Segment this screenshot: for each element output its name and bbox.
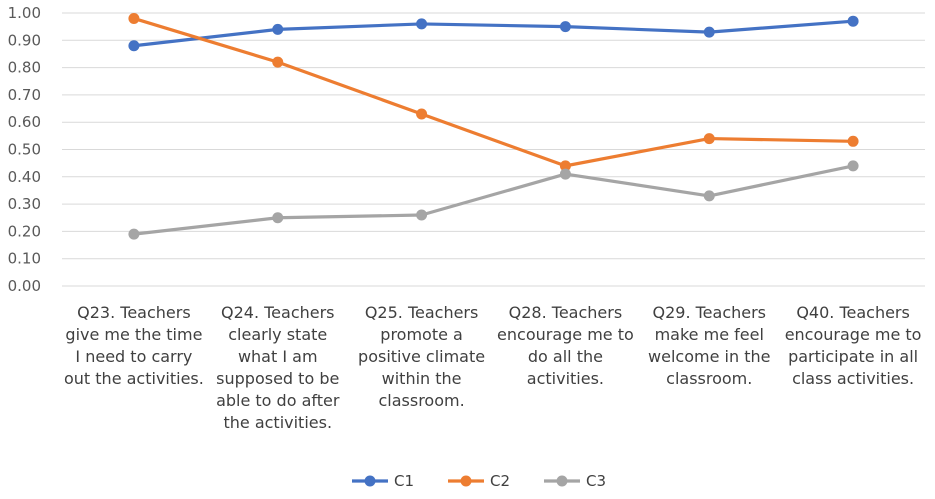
legend-item: C3 xyxy=(544,472,606,490)
legend-marker xyxy=(460,475,472,487)
data-point xyxy=(272,56,284,68)
x-tick-label-line: encourage me to xyxy=(785,325,922,344)
data-point xyxy=(272,23,284,35)
x-tick-label-line: Q24. Teachers xyxy=(221,303,335,322)
x-tick-label-line: Q29. Teachers xyxy=(652,303,766,322)
x-tick-label-line: within the xyxy=(382,369,462,388)
y-tick-label: 0.10 xyxy=(8,250,41,268)
y-tick-label: 0.40 xyxy=(8,168,41,186)
x-tick-label-line: welcome in the xyxy=(648,347,770,366)
x-tick-label-line: the activities. xyxy=(223,413,332,432)
legend-marker xyxy=(364,475,376,487)
x-tick-label-line: what I am xyxy=(238,347,318,366)
series-c2 xyxy=(128,12,859,172)
x-tick-label-line: Q28. Teachers xyxy=(509,303,623,322)
legend-label: C1 xyxy=(394,472,414,490)
y-tick-label: 0.00 xyxy=(8,277,41,295)
series-line xyxy=(132,19,855,48)
y-tick-label: 0.50 xyxy=(8,141,41,159)
x-tick-label-line: do all the xyxy=(528,347,603,366)
x-tick-label: Q25. Teachers promote a positive climate wi… xyxy=(358,303,485,410)
gridlines xyxy=(62,12,925,287)
x-tick-label: Q23. Teachers give me the time I need to c… xyxy=(64,303,204,388)
x-tick-label-line: Q25. Teachers xyxy=(365,303,479,322)
data-point xyxy=(703,190,715,202)
series-lines xyxy=(128,12,859,240)
data-point xyxy=(847,135,859,147)
data-point xyxy=(703,26,715,38)
y-tick-label: 0.70 xyxy=(8,86,41,104)
x-tick-label-line: positive climate xyxy=(358,347,485,366)
x-tick-label-line: give me the time xyxy=(65,325,202,344)
legend-marker xyxy=(556,475,568,487)
legend-item: C1 xyxy=(352,472,414,490)
x-tick-label: Q40. Teachers encourage me to participate … xyxy=(785,303,922,388)
x-tick-label-line: encourage me to xyxy=(497,325,634,344)
x-tick-label-line: clearly state xyxy=(228,325,327,344)
data-point xyxy=(128,228,140,240)
data-point xyxy=(847,15,859,27)
x-tick-label-line: able to do after xyxy=(216,391,340,410)
series-line xyxy=(132,16,855,168)
x-tick-label-line: classroom. xyxy=(378,391,464,410)
legend: C1 C2 C3 xyxy=(352,472,606,490)
x-tick-label-line: promote a xyxy=(380,325,463,344)
y-tick-label: 0.80 xyxy=(8,59,41,77)
data-point xyxy=(272,212,284,224)
data-point xyxy=(559,160,571,172)
x-tick-label: Q28. Teachers encourage me to do all the ac… xyxy=(497,303,634,388)
data-point xyxy=(847,160,859,172)
y-tick-label: 1.00 xyxy=(8,4,41,22)
x-tick-label: Q29. Teachers make me feel welcome in the c… xyxy=(648,303,770,388)
y-tick-label: 0.20 xyxy=(8,222,41,240)
series-c1 xyxy=(128,15,859,52)
x-tick-label-line: participate in all xyxy=(788,347,918,366)
y-tick-label: 0.90 xyxy=(8,31,41,49)
data-point xyxy=(559,168,571,180)
legend-label: C2 xyxy=(490,472,510,490)
data-point xyxy=(703,133,715,145)
legend-item: C2 xyxy=(448,472,510,490)
x-tick-label-line: Q40. Teachers xyxy=(796,303,910,322)
x-tick-label-line: class activities. xyxy=(792,369,914,388)
data-point xyxy=(416,108,428,120)
x-tick-label-line: out the activities. xyxy=(64,369,204,388)
legend-label: C3 xyxy=(586,472,606,490)
x-tick-label: Q24. Teachers clearly state what I am suppo… xyxy=(216,303,340,432)
x-tick-label-line: Q23. Teachers xyxy=(77,303,191,322)
x-tick-label-line: activities. xyxy=(527,369,604,388)
data-point xyxy=(128,12,140,24)
data-point xyxy=(559,21,571,33)
series-c3 xyxy=(128,160,859,240)
data-point xyxy=(128,40,140,52)
x-tick-label-line: supposed to be xyxy=(216,369,339,388)
series-line xyxy=(132,164,855,236)
x-tick-label-line: I need to carry xyxy=(75,347,192,366)
x-axis: Q23. Teachers give me the time I need to c… xyxy=(64,303,921,432)
y-tick-label: 0.60 xyxy=(8,113,41,131)
x-tick-label-line: make me feel xyxy=(655,325,764,344)
data-point xyxy=(416,18,428,30)
y-axis: 0.00 0.10 0.20 0.30 0.40 0.50 0.60 0.70 0.80 0.90… xyxy=(8,4,41,295)
y-tick-label: 0.30 xyxy=(8,195,41,213)
x-tick-label-line: classroom. xyxy=(666,369,752,388)
data-point xyxy=(416,209,428,221)
